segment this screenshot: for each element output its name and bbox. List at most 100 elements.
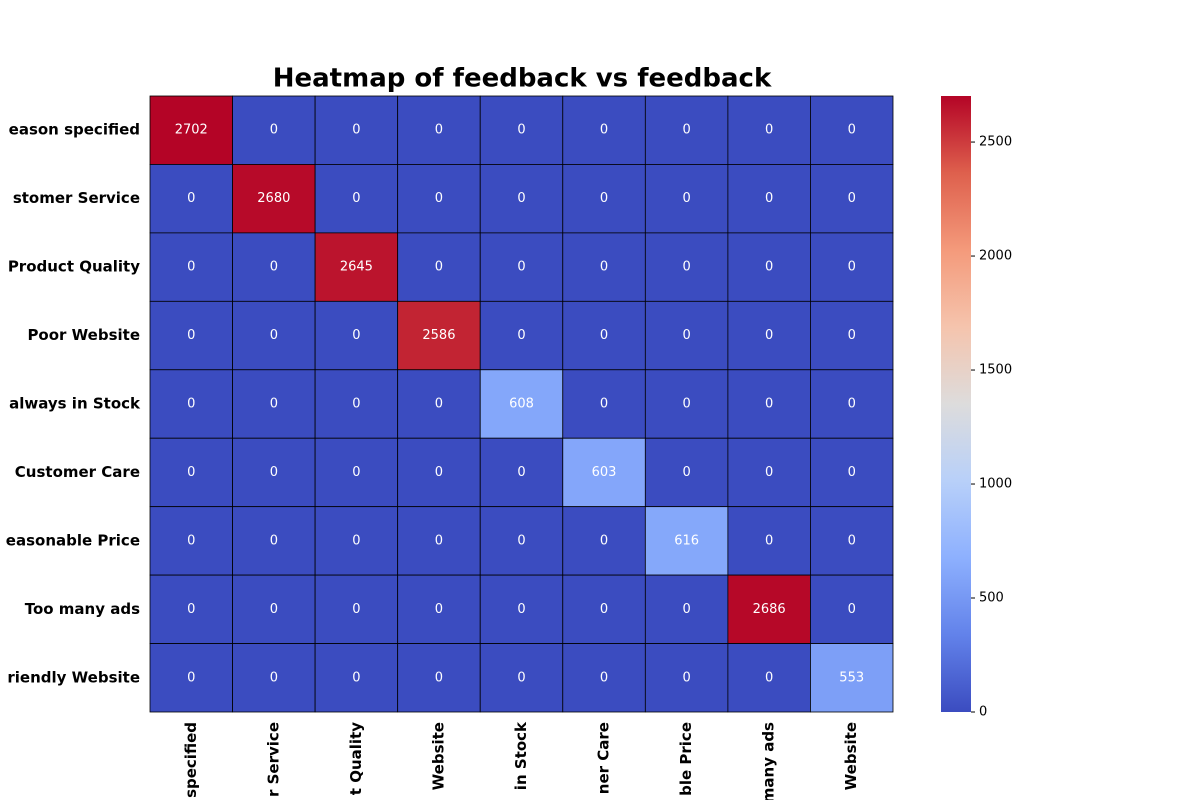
- cell-label: 0: [600, 260, 608, 275]
- cell-label: 0: [682, 670, 690, 685]
- heatmap-cell: [644, 643, 729, 713]
- heatmap-cell: [149, 574, 233, 644]
- cell-label: 0: [682, 123, 690, 138]
- heatmap-cell: [644, 232, 729, 302]
- cell-label: 0: [270, 465, 278, 480]
- cell-label: 0: [765, 397, 773, 412]
- cell-label: 2586: [422, 328, 455, 343]
- cell-label: 0: [435, 260, 443, 275]
- cell-label: 0: [682, 328, 690, 343]
- cell-label: 0: [187, 191, 195, 206]
- heatmap-cell: [397, 95, 481, 165]
- cell-label: 0: [435, 670, 443, 685]
- heatmap-cell: [314, 232, 399, 302]
- cell-label: 0: [435, 397, 443, 412]
- heatmap-cell: [149, 164, 233, 234]
- heatmap-cell: [232, 506, 316, 576]
- cell-label: 0: [517, 191, 525, 206]
- heatmap-cell: [232, 643, 316, 713]
- heatmap-cell: [479, 95, 564, 165]
- cell-label: 0: [848, 533, 856, 548]
- cell-label: 0: [187, 328, 195, 343]
- cell-label: 0: [600, 670, 608, 685]
- cell-label: 0: [848, 191, 856, 206]
- cell-label: 0: [270, 533, 278, 548]
- cell-label: 603: [592, 465, 617, 480]
- cell-label: 0: [848, 123, 856, 138]
- heatmap-cell: [397, 164, 481, 234]
- heatmap-cell: [314, 574, 399, 644]
- cell-label: 0: [352, 533, 360, 548]
- heatmap-cell: [562, 643, 646, 713]
- cell-label: 0: [682, 602, 690, 617]
- cell-label: 0: [352, 670, 360, 685]
- cell-label: 0: [600, 191, 608, 206]
- cell-label: 0: [848, 465, 856, 480]
- cell-label: 0: [765, 260, 773, 275]
- y-tick-label: stomer Service: [13, 189, 140, 207]
- cell-label: 0: [187, 533, 195, 548]
- heatmap-cell: [810, 574, 894, 644]
- cell-label: 0: [600, 123, 608, 138]
- y-tick-label: Too many ads: [25, 600, 140, 618]
- y-tick-label: eason specified: [9, 121, 140, 139]
- cell-label: 0: [517, 670, 525, 685]
- y-tick-label: Poor Website: [27, 326, 140, 344]
- cell-label: 0: [352, 123, 360, 138]
- cell-label: 0: [600, 602, 608, 617]
- x-tick-label: Website: [842, 722, 860, 790]
- heatmap-cell: [644, 506, 729, 576]
- cell-label: 0: [600, 397, 608, 412]
- cell-label: 2645: [340, 260, 373, 275]
- cell-label: 0: [187, 465, 195, 480]
- y-tick-label: easonable Price: [6, 531, 140, 549]
- cell-label: 0: [848, 602, 856, 617]
- heatmap-cell: [149, 300, 233, 371]
- x-tick-label: specified: [182, 722, 200, 798]
- cell-label: 0: [765, 191, 773, 206]
- cell-label: 0: [352, 397, 360, 412]
- y-tick-label: Product Quality: [8, 258, 140, 276]
- cell-label: 0: [352, 191, 360, 206]
- heatmap-cell: [232, 300, 316, 371]
- cell-label: 0: [517, 533, 525, 548]
- cell-label: 2680: [257, 191, 290, 206]
- heatmap-cell: [314, 643, 399, 713]
- heatmap-cell: [149, 506, 233, 576]
- cell-label: 0: [517, 123, 525, 138]
- heatmap-cell: [644, 369, 729, 439]
- y-tick-label: Customer Care: [15, 463, 140, 481]
- cell-label: 0: [187, 602, 195, 617]
- heatmap-cell: [479, 232, 564, 302]
- heatmap-cell: [149, 232, 233, 302]
- heatmap-cell: [562, 164, 646, 234]
- cell-label: 0: [270, 397, 278, 412]
- heatmap-cell: [562, 95, 646, 165]
- heatmap-cell: [562, 437, 646, 508]
- cell-label: 0: [682, 260, 690, 275]
- colorbar-tick-label: 2000: [979, 249, 1012, 264]
- cell-label: 2702: [175, 123, 208, 138]
- heatmap-cell: [314, 164, 399, 234]
- colorbar-tick-label: 1000: [979, 477, 1012, 492]
- colorbar: [941, 96, 971, 712]
- heatmap-cell: [232, 437, 316, 508]
- cell-label: 0: [517, 602, 525, 617]
- heatmap-cell: [149, 95, 233, 165]
- heatmap-cell: [644, 164, 729, 234]
- colorbar-tick-label: 1500: [979, 363, 1012, 378]
- x-tick-label: in Stock: [512, 721, 530, 790]
- cell-label: 0: [352, 465, 360, 480]
- heatmap-cell: [644, 574, 729, 644]
- cell-label: 0: [435, 123, 443, 138]
- y-tick-label: always in Stock: [9, 395, 141, 413]
- cell-label: 0: [682, 191, 690, 206]
- x-tick-label: many ads: [760, 722, 778, 800]
- cell-label: 608: [509, 397, 534, 412]
- heatmap-cell: [810, 437, 894, 508]
- heatmap-cell: [232, 95, 316, 165]
- cell-label: 0: [765, 123, 773, 138]
- cell-label: 0: [435, 191, 443, 206]
- heatmap-cell: [479, 437, 564, 508]
- x-tick-label: ner Care: [595, 722, 613, 794]
